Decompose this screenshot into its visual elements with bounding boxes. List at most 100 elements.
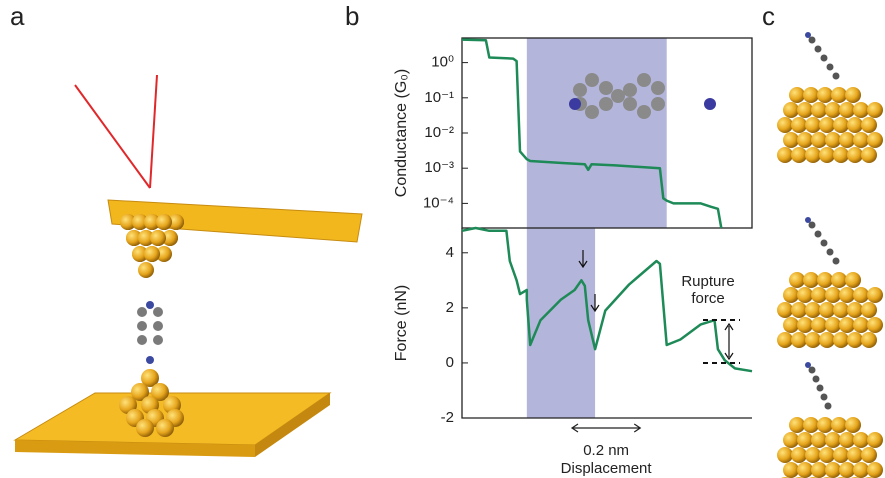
gold-atom (791, 302, 807, 318)
gold-atom (789, 272, 805, 288)
gold-atom (797, 132, 813, 148)
molecule-atom (704, 98, 716, 110)
gold-atom (847, 332, 863, 348)
gold-atom (825, 432, 841, 448)
y-tick-label: 10⁻² (424, 124, 454, 141)
y-tick-label: 10⁻³ (424, 159, 454, 176)
gold-atom (817, 87, 833, 103)
gold-atom (783, 432, 799, 448)
molecule-atom (805, 32, 811, 38)
gold-atom (783, 317, 799, 333)
gold-atom (825, 132, 841, 148)
molecule-atom (611, 89, 625, 103)
gold-atom (825, 317, 841, 333)
gold-atom (791, 147, 807, 163)
gold-atom (861, 447, 877, 463)
gold-atom (811, 462, 827, 478)
gold-atom (825, 287, 841, 303)
gold-atom (791, 447, 807, 463)
y-axis-label: Force (nN) (393, 285, 410, 361)
molecule-atom (637, 73, 651, 87)
gold-atom (867, 462, 883, 478)
y-tick-label: -2 (441, 409, 454, 426)
gold-atom (811, 432, 827, 448)
gold-atom (777, 117, 793, 133)
panel-label: a (10, 1, 25, 31)
gold-atom (803, 87, 819, 103)
gold-atom (805, 447, 821, 463)
y-tick-label: 10⁻¹ (424, 89, 454, 106)
gold-atom (833, 147, 849, 163)
y-tick-label: 10⁻⁴ (423, 194, 454, 211)
molecule-atom (585, 105, 599, 119)
molecule-atom (815, 46, 822, 53)
gold-atom (853, 132, 869, 148)
molecule-atom (817, 385, 824, 392)
gold-atom (156, 214, 172, 230)
molecule-atom (827, 64, 834, 71)
molecule-atom (833, 73, 840, 80)
gold-atom (791, 332, 807, 348)
gold-atom (819, 147, 835, 163)
molecule-atom (825, 403, 832, 410)
gold-atom (831, 417, 847, 433)
panel-label: c (762, 1, 775, 31)
gold-atom (853, 102, 869, 118)
gold-atom (805, 147, 821, 163)
gold-atom (839, 287, 855, 303)
molecule-atom (569, 98, 581, 110)
y-tick-label: 10⁰ (431, 54, 454, 71)
gold-atom (777, 447, 793, 463)
gold-atom (825, 102, 841, 118)
gold-atom (831, 87, 847, 103)
shaded-region (527, 38, 667, 228)
gold-atom (867, 132, 883, 148)
molecule-atom (815, 231, 822, 238)
gold-atom (138, 262, 154, 278)
gold-atom (805, 332, 821, 348)
gold-atom (817, 272, 833, 288)
molecule-atom (599, 81, 613, 95)
illustration-a (15, 75, 362, 457)
gold-atom (803, 417, 819, 433)
gold-atom (853, 287, 869, 303)
gold-atom (803, 272, 819, 288)
molecule-atom (805, 362, 811, 368)
gold-atom (833, 332, 849, 348)
molecule-atom (623, 97, 637, 111)
gold-atom (861, 332, 877, 348)
gold-atom (833, 117, 849, 133)
gold-atom (853, 462, 869, 478)
molecule-atom (813, 376, 820, 383)
gold-atom (150, 230, 166, 246)
gold-atom (819, 332, 835, 348)
gold-atom (853, 432, 869, 448)
y-tick-label: 2 (446, 299, 454, 316)
gold-atom (797, 287, 813, 303)
gold-atom (831, 272, 847, 288)
gold-atom (839, 102, 855, 118)
gold-atom (811, 132, 827, 148)
x-axis-label: Displacement (561, 460, 653, 477)
panel-label: b (345, 1, 359, 31)
gold-atom (839, 317, 855, 333)
gold-atom (789, 87, 805, 103)
molecule-atom (651, 81, 665, 95)
molecule-atom (651, 97, 665, 111)
molecule-atom (585, 73, 599, 87)
molecule-atom (821, 394, 828, 401)
figure: a b c 10⁰10⁻¹10⁻²10⁻³10⁻⁴Conductance (G₀… (0, 0, 885, 478)
gold-atom (783, 102, 799, 118)
gold-atom (777, 332, 793, 348)
gold-atom (833, 302, 849, 318)
gold-atom (777, 302, 793, 318)
gold-atom (845, 272, 861, 288)
y-tick-label: 0 (446, 354, 454, 371)
molecule-atom (146, 301, 154, 309)
y-tick-label: 4 (446, 244, 454, 261)
gold-atom (817, 417, 833, 433)
molecule-atom (827, 249, 834, 256)
gold-atom (867, 317, 883, 333)
gold-atom (791, 117, 807, 133)
gold-atom (853, 317, 869, 333)
